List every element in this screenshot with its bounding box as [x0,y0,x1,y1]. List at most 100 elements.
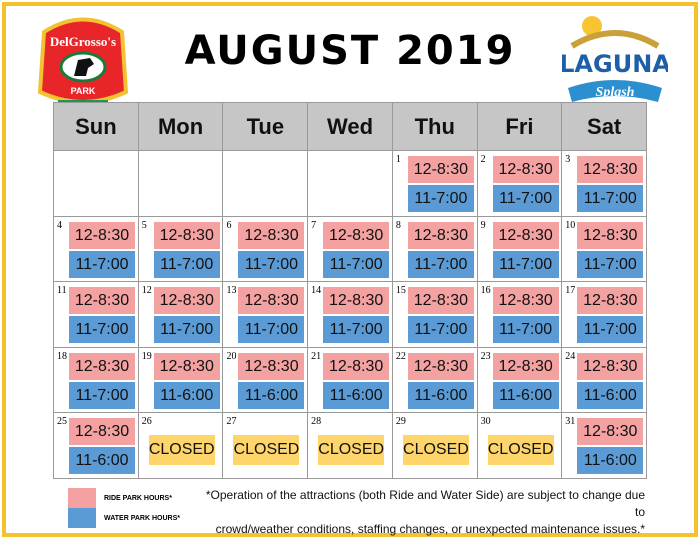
day-number: 15 [395,285,406,296]
day-cell: 18 12-8:30 11-7:00 [53,346,139,413]
ride-park-hours: 12-8:30 [69,352,135,380]
day-number: 8 [395,219,401,231]
day-number: 28 [311,416,322,427]
water-park-hours: 11-6:00 [492,381,559,409]
legend-water: WATER PARK HOURS* [68,508,180,528]
ride-park-hours: 12-8:30 [577,352,644,380]
day-number: 4 [57,219,62,231]
ride-park-hours: 12-8:30 [577,418,644,445]
ride-park-hours: 12-8:30 [323,352,390,380]
week-row: 25 12-8:30 11-6:00 26 CLOSED 27 CLOSED 28 CLOSED… [53,412,647,479]
day-number: 19 [141,350,152,362]
empty-cell [137,150,224,217]
water-park-hours: 11-7:00 [577,250,644,278]
water-park-hours: 11-7:00 [492,316,559,343]
day-cell: 29 CLOSED [391,412,478,479]
day-cell: 2 12-8:30 11-7:00 [476,150,563,217]
ride-park-hours: 12-8:30 [577,156,644,183]
ride-park-hours: 12-8:30 [407,221,474,249]
ride-swatch [68,488,96,508]
day-number: 7 [311,219,317,231]
ride-park-hours: 12-8:30 [492,352,559,380]
weekday-sat: Sat [561,102,647,151]
water-park-hours: 11-7:00 [69,381,135,409]
legend-ride-label: RIDE PARK HOURS* [104,494,172,502]
day-cell: 25 12-8:30 11-6:00 [53,412,139,479]
day-cell: 16 12-8:30 11-7:00 [476,281,563,348]
delgrossos-park-logo: DelGrosso's PARK TIPTON, PA [37,17,129,110]
week-row: 18 12-8:30 11-7:00 19 12-8:30 11-6:00 20 12-8:3… [53,346,647,413]
weekday-thu: Thu [391,102,478,151]
day-cell: 5 12-8:30 11-7:00 [137,215,224,282]
ride-park-hours: 12-8:30 [69,287,135,314]
ride-park-hours: 12-8:30 [153,352,220,380]
ride-park-hours: 12-8:30 [69,221,135,249]
water-park-hours: 11-7:00 [238,316,305,343]
day-cell: 24 12-8:30 11-6:00 [561,346,647,413]
day-cell: 26 CLOSED [137,412,224,479]
day-number: 5 [141,219,147,231]
note-line-2: crowd/weather conditions, staffing chang… [215,522,645,536]
day-cell: 28 CLOSED [307,412,393,479]
water-park-hours: 11-7:00 [153,250,220,278]
water-park-hours: 11-7:00 [407,316,474,343]
water-park-hours: 11-7:00 [323,316,390,343]
water-park-hours: 11-7:00 [323,250,390,278]
day-cell: 14 12-8:30 11-7:00 [307,281,393,348]
empty-cell [53,150,139,217]
day-cell: 8 12-8:30 11-7:00 [391,215,478,282]
note-line-1: *Operation of the attractions (both Ride… [205,488,645,519]
day-number: 9 [480,219,486,231]
water-park-hours: 11-7:00 [407,250,474,278]
day-number: 3 [565,154,571,165]
day-number: 20 [226,350,237,362]
weekday-wed: Wed [307,102,393,151]
day-cell: 9 12-8:30 11-7:00 [476,215,563,282]
ride-park-hours: 12-8:30 [153,287,220,314]
legend-water-label: WATER PARK HOURS* [104,514,180,522]
svg-text:DelGrosso's: DelGrosso's [50,34,116,49]
weekday-sun: Sun [53,102,139,151]
water-park-hours: 11-6:00 [407,381,474,409]
ride-park-hours: 12-8:30 [323,221,390,249]
water-park-hours: 11-7:00 [238,250,305,278]
closed-badge: CLOSED [148,435,215,465]
legend-ride: RIDE PARK HOURS* [68,488,172,508]
water-park-hours: 11-6:00 [153,381,220,409]
week-row: 11 12-8:30 11-7:00 12 12-8:30 11-7:00 13 12-8:3… [53,281,647,348]
svg-text:Splash: Splash [596,85,635,100]
day-cell: 30 CLOSED [476,412,563,479]
water-park-hours: 11-6:00 [69,447,135,474]
ride-park-hours: 12-8:30 [238,352,305,380]
ride-park-hours: 12-8:30 [153,221,220,249]
day-number: 25 [57,416,67,427]
day-number: 30 [480,416,491,427]
day-cell: 19 12-8:30 11-6:00 [137,346,224,413]
empty-cell [222,150,309,217]
day-cell: 21 12-8:30 11-6:00 [307,346,393,413]
ride-park-hours: 12-8:30 [492,156,559,183]
closed-badge: CLOSED [402,435,469,465]
page-title: AUGUST 2019 [184,28,516,74]
water-park-hours: 11-7:00 [153,316,220,343]
water-park-hours: 11-7:00 [577,316,644,343]
closed-badge: CLOSED [318,435,385,465]
ride-park-hours: 12-8:30 [238,221,305,249]
weekday-header-row: Sun Mon Tue Wed Thu Fri Sat [53,102,647,151]
empty-cell [307,150,393,217]
weekday-fri: Fri [476,102,563,151]
day-number: 27 [226,416,237,427]
day-number: 1 [395,154,401,165]
day-cell: 13 12-8:30 11-7:00 [222,281,309,348]
water-park-hours: 11-6:00 [577,381,644,409]
day-number: 13 [226,285,237,296]
day-cell: 12 12-8:30 11-7:00 [137,281,224,348]
day-number: 16 [480,285,491,296]
water-park-hours: 11-7:00 [69,250,135,278]
ride-park-hours: 12-8:30 [238,287,305,314]
ride-park-hours: 12-8:30 [69,418,135,445]
day-cell: 17 12-8:30 11-7:00 [561,281,647,348]
ride-park-hours: 12-8:30 [407,287,474,314]
water-park-hours: 11-6:00 [238,381,305,409]
